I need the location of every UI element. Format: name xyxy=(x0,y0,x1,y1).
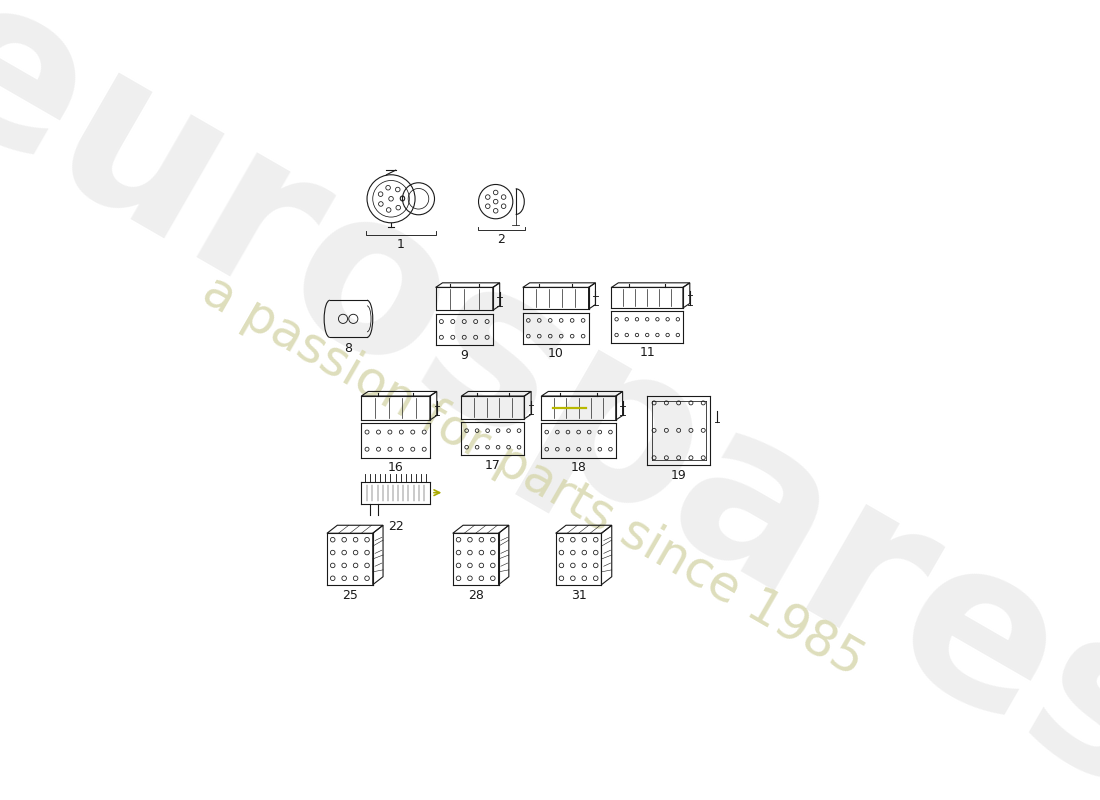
Text: 17: 17 xyxy=(485,459,501,472)
Text: 31: 31 xyxy=(571,590,586,602)
Text: 9: 9 xyxy=(460,349,469,362)
Text: 19: 19 xyxy=(671,470,686,482)
Text: 25: 25 xyxy=(342,590,358,602)
Text: 8: 8 xyxy=(344,342,352,355)
Text: 2: 2 xyxy=(497,233,505,246)
Text: 18: 18 xyxy=(571,462,586,474)
Text: 16: 16 xyxy=(387,462,404,474)
Text: 22: 22 xyxy=(387,519,404,533)
Text: 10: 10 xyxy=(548,347,563,361)
Text: 28: 28 xyxy=(468,590,484,602)
Text: a passion for parts since 1985: a passion for parts since 1985 xyxy=(194,266,872,686)
Text: 11: 11 xyxy=(639,346,656,359)
Text: 1: 1 xyxy=(396,238,404,250)
